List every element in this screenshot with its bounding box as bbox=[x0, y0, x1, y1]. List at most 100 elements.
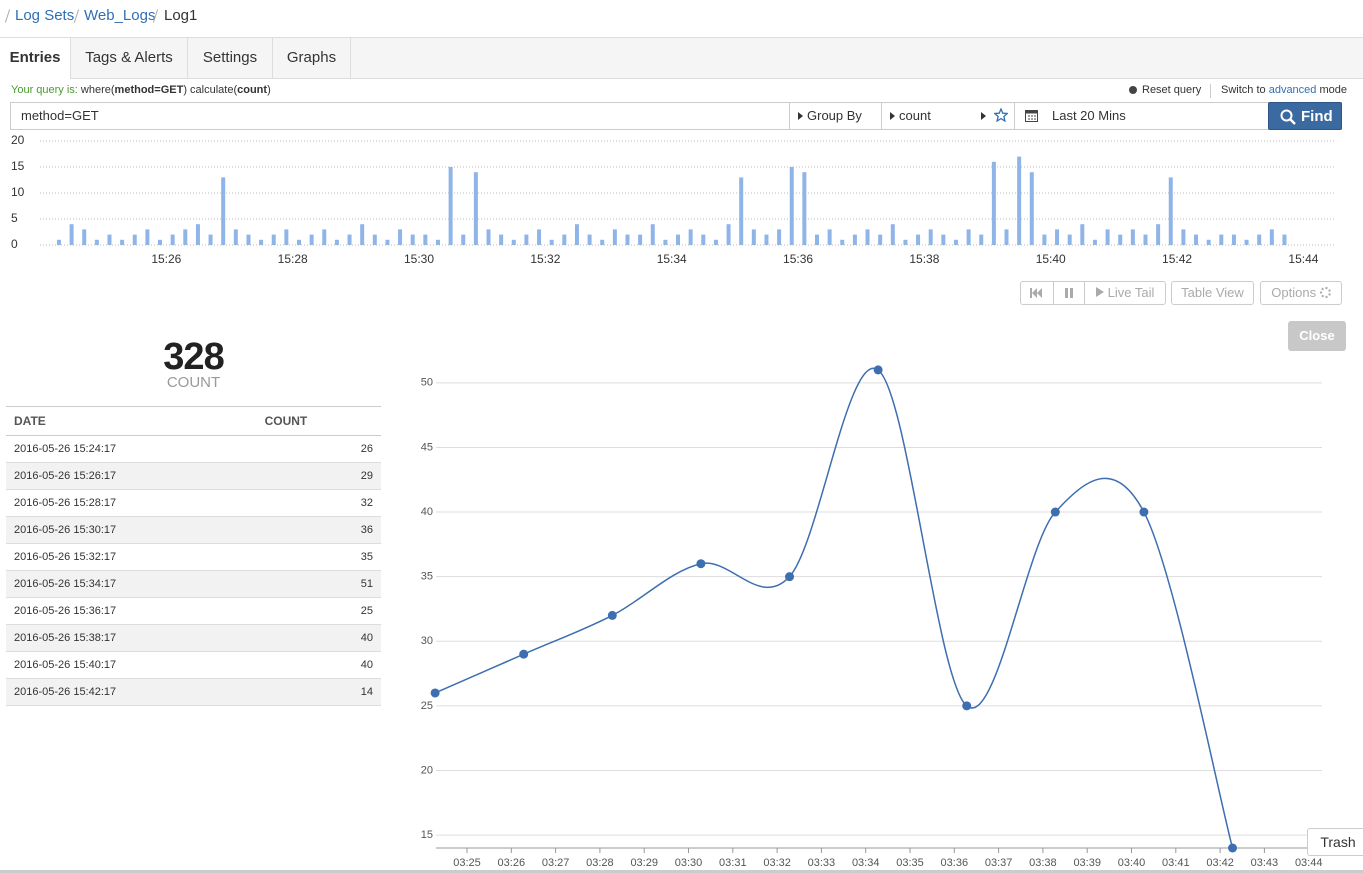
trash-tab[interactable]: Trash bbox=[1307, 828, 1363, 856]
point bbox=[1228, 843, 1238, 853]
tab[interactable]: Settings bbox=[188, 38, 273, 78]
y-tick-label: 20 bbox=[421, 764, 433, 776]
count-cell: 40 bbox=[256, 651, 381, 679]
breadcrumb-link[interactable]: Web_Logs bbox=[84, 7, 156, 24]
calculate-label: count bbox=[899, 108, 931, 123]
x-tick-label: 03:36 bbox=[941, 857, 969, 869]
bar bbox=[587, 234, 592, 245]
x-tick-label: 03:38 bbox=[1029, 857, 1057, 869]
bar bbox=[486, 229, 491, 245]
bar bbox=[208, 234, 213, 245]
table-view-button[interactable]: Table View bbox=[1171, 281, 1254, 305]
bar bbox=[132, 234, 137, 245]
bar bbox=[612, 229, 617, 245]
bar bbox=[1257, 234, 1262, 245]
query-part: ) bbox=[267, 84, 271, 96]
bar bbox=[423, 234, 428, 245]
caret bbox=[890, 112, 895, 120]
count-cell: 26 bbox=[256, 435, 381, 463]
icon-tri bbox=[1037, 288, 1042, 298]
bar bbox=[966, 229, 971, 245]
bar bbox=[713, 239, 718, 245]
separator bbox=[4, 9, 11, 23]
reset-query[interactable]: Reset query bbox=[1129, 84, 1201, 96]
bottom-border bbox=[0, 870, 1363, 873]
bar bbox=[815, 234, 819, 245]
summary-value: 328 bbox=[163, 336, 224, 378]
options-button[interactable]: Options bbox=[1260, 281, 1342, 305]
point bbox=[430, 688, 440, 698]
search-icon bbox=[1280, 109, 1296, 125]
x-tick-label: 03:31 bbox=[719, 857, 747, 869]
query-summary: Your query is: where(method=GET) calcula… bbox=[11, 84, 271, 96]
date-cell: 2016-05-26 15:38:17 bbox=[6, 624, 257, 652]
find-button[interactable]: Find bbox=[1268, 102, 1342, 130]
bar bbox=[1194, 234, 1199, 245]
rewind-button[interactable] bbox=[1020, 281, 1054, 305]
bar bbox=[372, 234, 377, 245]
date-cell: 2016-05-26 15:24:17 bbox=[6, 435, 257, 463]
point bbox=[873, 365, 883, 375]
bar bbox=[309, 234, 314, 245]
group-by[interactable]: Group By bbox=[789, 103, 890, 129]
bar bbox=[600, 239, 605, 245]
calculate[interactable]: count bbox=[881, 103, 982, 129]
bar bbox=[1004, 229, 1009, 245]
bar bbox=[638, 234, 643, 245]
bar bbox=[726, 224, 731, 245]
bar bbox=[1282, 234, 1287, 245]
bar bbox=[979, 234, 984, 245]
bar bbox=[385, 239, 390, 245]
bar bbox=[473, 172, 478, 245]
bar bbox=[1143, 234, 1148, 245]
tab[interactable]: Graphs bbox=[273, 38, 351, 78]
bar bbox=[1206, 239, 1211, 245]
date-cell: 2016-05-26 15:28:17 bbox=[6, 489, 257, 517]
tab[interactable]: Entries bbox=[0, 38, 71, 79]
table-row: 2016-05-26 15:32:17 35 bbox=[6, 543, 381, 571]
bar bbox=[1105, 229, 1110, 245]
point bbox=[1139, 507, 1149, 517]
bar bbox=[840, 239, 845, 245]
handle bbox=[1289, 118, 1296, 125]
favorites[interactable] bbox=[973, 103, 1021, 129]
icon-bar bbox=[1070, 288, 1073, 298]
x-tick-label: 03:40 bbox=[1118, 857, 1146, 869]
bar bbox=[107, 234, 112, 245]
advanced-link[interactable]: advanced bbox=[1268, 84, 1317, 96]
x-tick-label: 15:30 bbox=[404, 252, 434, 266]
calendar-top bbox=[1025, 110, 1038, 114]
bar bbox=[764, 234, 769, 245]
bar bbox=[322, 229, 327, 245]
count-cell: 32 bbox=[256, 489, 381, 517]
reset-icon bbox=[1129, 86, 1137, 94]
x-tick-label: 03:34 bbox=[852, 857, 880, 869]
bar bbox=[865, 229, 870, 245]
close-button[interactable]: Close bbox=[1288, 321, 1346, 351]
y-tick-label: 15 bbox=[421, 829, 433, 841]
bar bbox=[903, 239, 908, 245]
tab[interactable]: Tags & Alerts bbox=[71, 38, 188, 78]
caret bbox=[981, 112, 986, 120]
bar bbox=[221, 177, 226, 245]
y-tick-label: 35 bbox=[421, 571, 433, 583]
breadcrumb-link[interactable]: Log Sets bbox=[15, 7, 75, 24]
count-cell: 14 bbox=[256, 678, 381, 706]
tabs: Entries Tags & Alerts Settings Graphs bbox=[0, 38, 1363, 79]
date-cell: 2016-05-26 15:36:17 bbox=[6, 597, 257, 625]
bar bbox=[1156, 224, 1161, 245]
bar bbox=[1042, 234, 1047, 245]
bar bbox=[916, 234, 921, 245]
table-row: 2016-05-26 15:38:17 40 bbox=[6, 624, 381, 652]
line-chart: 15 20 25 30 35 40 45 50 03:25 03:26 03:27 03:28 03:2… bbox=[421, 365, 1322, 869]
query-input[interactable]: method=GET bbox=[21, 108, 99, 123]
pause-icon bbox=[1065, 288, 1073, 298]
live-tail-button[interactable]: Live Tail bbox=[1084, 281, 1166, 305]
pause-button[interactable] bbox=[1053, 281, 1085, 305]
icon-bar bbox=[1030, 288, 1032, 298]
x-tick-label: 03:25 bbox=[453, 857, 481, 869]
switch-text: mode bbox=[1319, 84, 1348, 96]
time-range[interactable]: Last 20 Mins bbox=[1014, 103, 1279, 129]
table-row: 2016-05-26 15:36:17 25 bbox=[6, 597, 381, 625]
